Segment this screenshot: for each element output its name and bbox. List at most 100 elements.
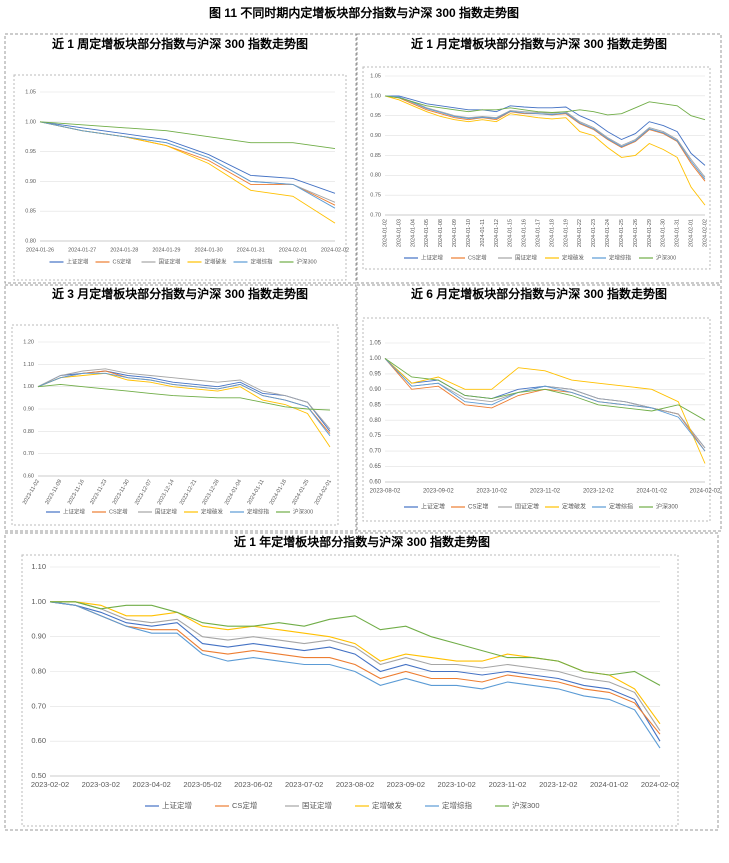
x-tick-label: 2023-09-02 xyxy=(423,489,454,495)
legend-label: 定增综指 xyxy=(609,253,632,261)
series-line xyxy=(37,383,331,411)
panel-frame xyxy=(4,532,719,831)
x-tick-label: 2024-01-16 xyxy=(522,219,528,247)
x-tick-label: 2023-12-02 xyxy=(583,489,614,495)
y-tick-label: 0.80 xyxy=(370,173,381,179)
x-tick-label: 2024-02-02 xyxy=(321,247,349,253)
y-tick-label: 1.05 xyxy=(25,89,36,95)
legend-label: 上证定增 xyxy=(421,503,445,511)
series-line xyxy=(37,368,331,430)
legend-label: 定增破发 xyxy=(205,257,228,265)
chart-title: 近 3 月定增板块部分指数与沪深 300 指数走势图 xyxy=(52,286,308,301)
y-tick-label: 0.85 xyxy=(25,209,36,215)
legend-label: 国证定增 xyxy=(515,253,537,261)
y-tick-label: 1.10 xyxy=(31,562,46,571)
series-line xyxy=(37,372,331,448)
series-line xyxy=(384,95,706,206)
legend-label: 沪深300 xyxy=(512,800,540,810)
x-tick-label: 2024-01-28 xyxy=(110,247,138,253)
y-tick-label: 1.20 xyxy=(23,339,34,345)
x-tick-label: 2024-01-26 xyxy=(26,247,54,253)
x-tick-label: 2024-01-26 xyxy=(633,219,639,247)
legend-label: 国证定增 xyxy=(155,507,177,515)
y-tick-label: 0.80 xyxy=(369,418,381,424)
x-tick-label: 2024-01-25 xyxy=(619,219,625,247)
x-tick-label: 2024-02-02 xyxy=(641,780,679,789)
y-tick-label: 0.80 xyxy=(31,666,46,675)
chart-title: 近 6 月定增板块部分指数与沪深 300 指数走势图 xyxy=(411,286,667,301)
series-line xyxy=(384,95,706,121)
legend-label: 国证定增 xyxy=(515,503,539,511)
legend-label: CS定增 xyxy=(232,800,257,810)
x-tick-label: 2024-01-08 xyxy=(438,219,444,247)
legend-label: 上证定增 xyxy=(162,800,192,810)
chart-title: 近 1 周定增板块部分指数与沪深 300 指数走势图 xyxy=(52,36,308,51)
chart-box xyxy=(362,66,711,270)
series-line xyxy=(49,601,661,735)
x-tick-label: 2023-08-02 xyxy=(336,780,374,789)
y-tick-label: 0.90 xyxy=(23,406,34,412)
x-tick-label: 2024-02-02 xyxy=(702,219,708,247)
series-line xyxy=(384,95,706,178)
y-tick-label: 0.90 xyxy=(31,632,46,641)
x-tick-label: 2023-11-02 xyxy=(530,489,561,495)
chart-box xyxy=(11,324,339,526)
series-line xyxy=(39,121,336,209)
legend-label: 定增综指 xyxy=(251,257,274,265)
x-tick-label: 2024-02-01 xyxy=(279,247,307,253)
x-tick-label: 2024-02-01 xyxy=(689,219,695,247)
x-tick-label: 2024-01-23 xyxy=(591,219,597,247)
x-tick-label: 2024-01-02 xyxy=(636,489,667,495)
x-tick-label: 2024-01-18 xyxy=(549,219,555,247)
series-line xyxy=(50,601,661,732)
panel-frame xyxy=(356,284,722,532)
x-tick-label: 2024-01-24 xyxy=(605,219,611,247)
legend-label: 上证定增 xyxy=(67,257,89,265)
x-tick-label: 2024-01-03 xyxy=(396,219,402,247)
figure-title: 图 11 不同时期内定增板块部分指数与沪深 300 指数走势图 xyxy=(209,5,519,20)
legend-label: 上证定增 xyxy=(63,507,85,515)
y-tick-label: 1.05 xyxy=(370,73,381,79)
x-tick-label: 2023-03-02 xyxy=(82,780,120,789)
x-tick-label: 2024-01-22 xyxy=(577,219,583,247)
y-tick-label: 0.90 xyxy=(369,387,381,393)
x-tick-label: 2023-07-02 xyxy=(285,780,323,789)
series-line xyxy=(49,601,661,749)
x-tick-label: 2023-06-02 xyxy=(234,780,272,789)
x-tick-label: 2024-01-11 xyxy=(480,219,486,247)
x-tick-label: 2024-01-05 xyxy=(424,219,430,247)
x-tick-label: 2024-01-09 xyxy=(452,219,458,247)
y-tick-label: 0.70 xyxy=(31,701,46,710)
x-tick-label: 2024-01-02 xyxy=(590,780,628,789)
x-tick-label: 2024-01-02 xyxy=(382,219,388,247)
y-tick-label: 0.60 xyxy=(23,473,34,479)
x-tick-label: 2023-04-02 xyxy=(132,780,170,789)
panel-frame xyxy=(356,33,722,284)
panel-frame xyxy=(4,33,357,284)
y-tick-label: 0.60 xyxy=(369,480,381,486)
x-tick-label: 2024-01-31 xyxy=(237,247,265,253)
legend-label: 定增破发 xyxy=(562,253,585,261)
legend-label: 定增破发 xyxy=(562,503,586,511)
series-line xyxy=(384,358,706,452)
legend-label: 国证定增 xyxy=(302,800,332,810)
y-tick-label: 1.00 xyxy=(23,384,34,390)
legend-label: 定增综指 xyxy=(609,503,633,511)
y-tick-label: 1.00 xyxy=(31,597,46,606)
y-tick-label: 0.65 xyxy=(369,464,381,470)
legend-label: 上证定增 xyxy=(421,253,443,261)
y-tick-label: 0.90 xyxy=(25,179,36,185)
x-tick-label: 2024-01-19 xyxy=(563,219,569,247)
legend-label: 定增综指 xyxy=(442,800,472,810)
x-tick-label: 2024-01-10 xyxy=(466,219,472,247)
y-tick-label: 0.70 xyxy=(23,451,34,457)
series-line xyxy=(385,95,706,166)
y-tick-label: 1.05 xyxy=(369,341,381,347)
x-tick-label: 2024-02-02 xyxy=(690,489,721,495)
y-tick-label: 1.10 xyxy=(23,362,34,368)
x-tick-label: 2023-05-02 xyxy=(183,780,221,789)
legend-label: 定增破发 xyxy=(201,507,224,515)
chart-box xyxy=(362,317,711,522)
x-tick-label: 2023-10-02 xyxy=(437,780,475,789)
